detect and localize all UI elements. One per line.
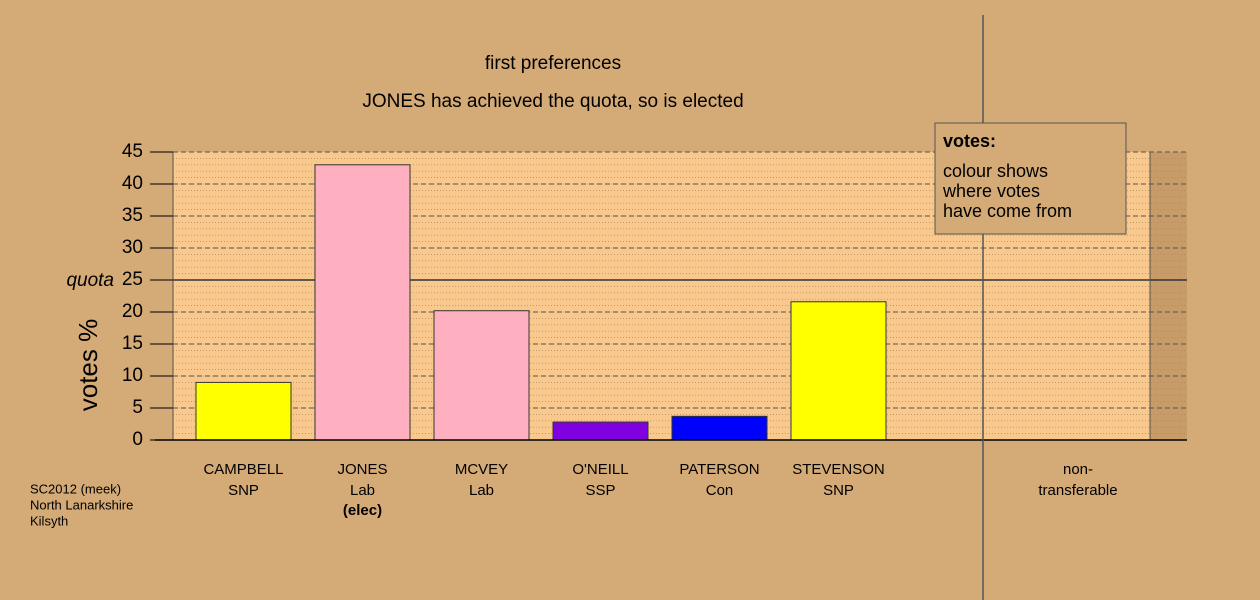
x-tick-label: JONES [337,461,387,478]
bar [552,421,649,441]
legend-text: have come from [943,201,1072,221]
footer-text: North Lanarkshire [30,497,133,512]
status-label: (elec) [343,502,382,519]
y-tick-label: 25 [122,269,143,290]
legend-text: where votes [942,181,1040,201]
footer-text: SC2012 (meek) [30,481,121,496]
chart-subtitle: JONES has achieved the quota, so is elec… [362,91,743,112]
bar [314,164,411,441]
x-tick-label: PATERSON [679,461,759,478]
y-tick-label: 20 [122,301,143,322]
bar [671,415,768,441]
x-tick-label: CAMPBELL [203,461,283,478]
bar [195,381,292,441]
party-label: Lab [350,482,375,499]
party-label: SSP [585,482,615,499]
party-label: SNP [228,482,259,499]
party-label: Con [706,482,734,499]
legend-box [934,122,1127,235]
x-tick-label: transferable [1038,482,1117,499]
y-tick-label: 15 [122,333,143,354]
chart-title: first preferences [485,53,621,74]
y-tick-label: 35 [122,205,143,226]
legend-title: votes: [943,131,996,151]
plot-margin [1150,152,1187,440]
legend: votes: colour shows where votes have com… [934,122,1127,235]
bars [195,164,887,441]
x-tick-label: MCVEY [455,461,508,478]
party-label: Lab [469,482,494,499]
bar [433,310,530,441]
y-tick-label: 10 [122,365,143,386]
footer-text: Kilsyth [30,513,68,528]
bar [790,301,887,441]
y-axis-label: votes % [73,319,103,412]
x-tick-label: O'NEILL [572,461,628,478]
party-label: SNP [823,482,854,499]
legend-text: colour shows [943,161,1048,181]
y-tick-label: 45 [122,141,143,162]
y-tick-label: 0 [132,429,143,450]
quota-label: quota [66,270,114,291]
y-tick-label: 40 [122,173,143,194]
y-tick-label: 5 [132,397,143,418]
x-tick-label: non- [1063,461,1093,478]
y-tick-label: 30 [122,237,143,258]
x-tick-label: STEVENSON [792,461,885,478]
